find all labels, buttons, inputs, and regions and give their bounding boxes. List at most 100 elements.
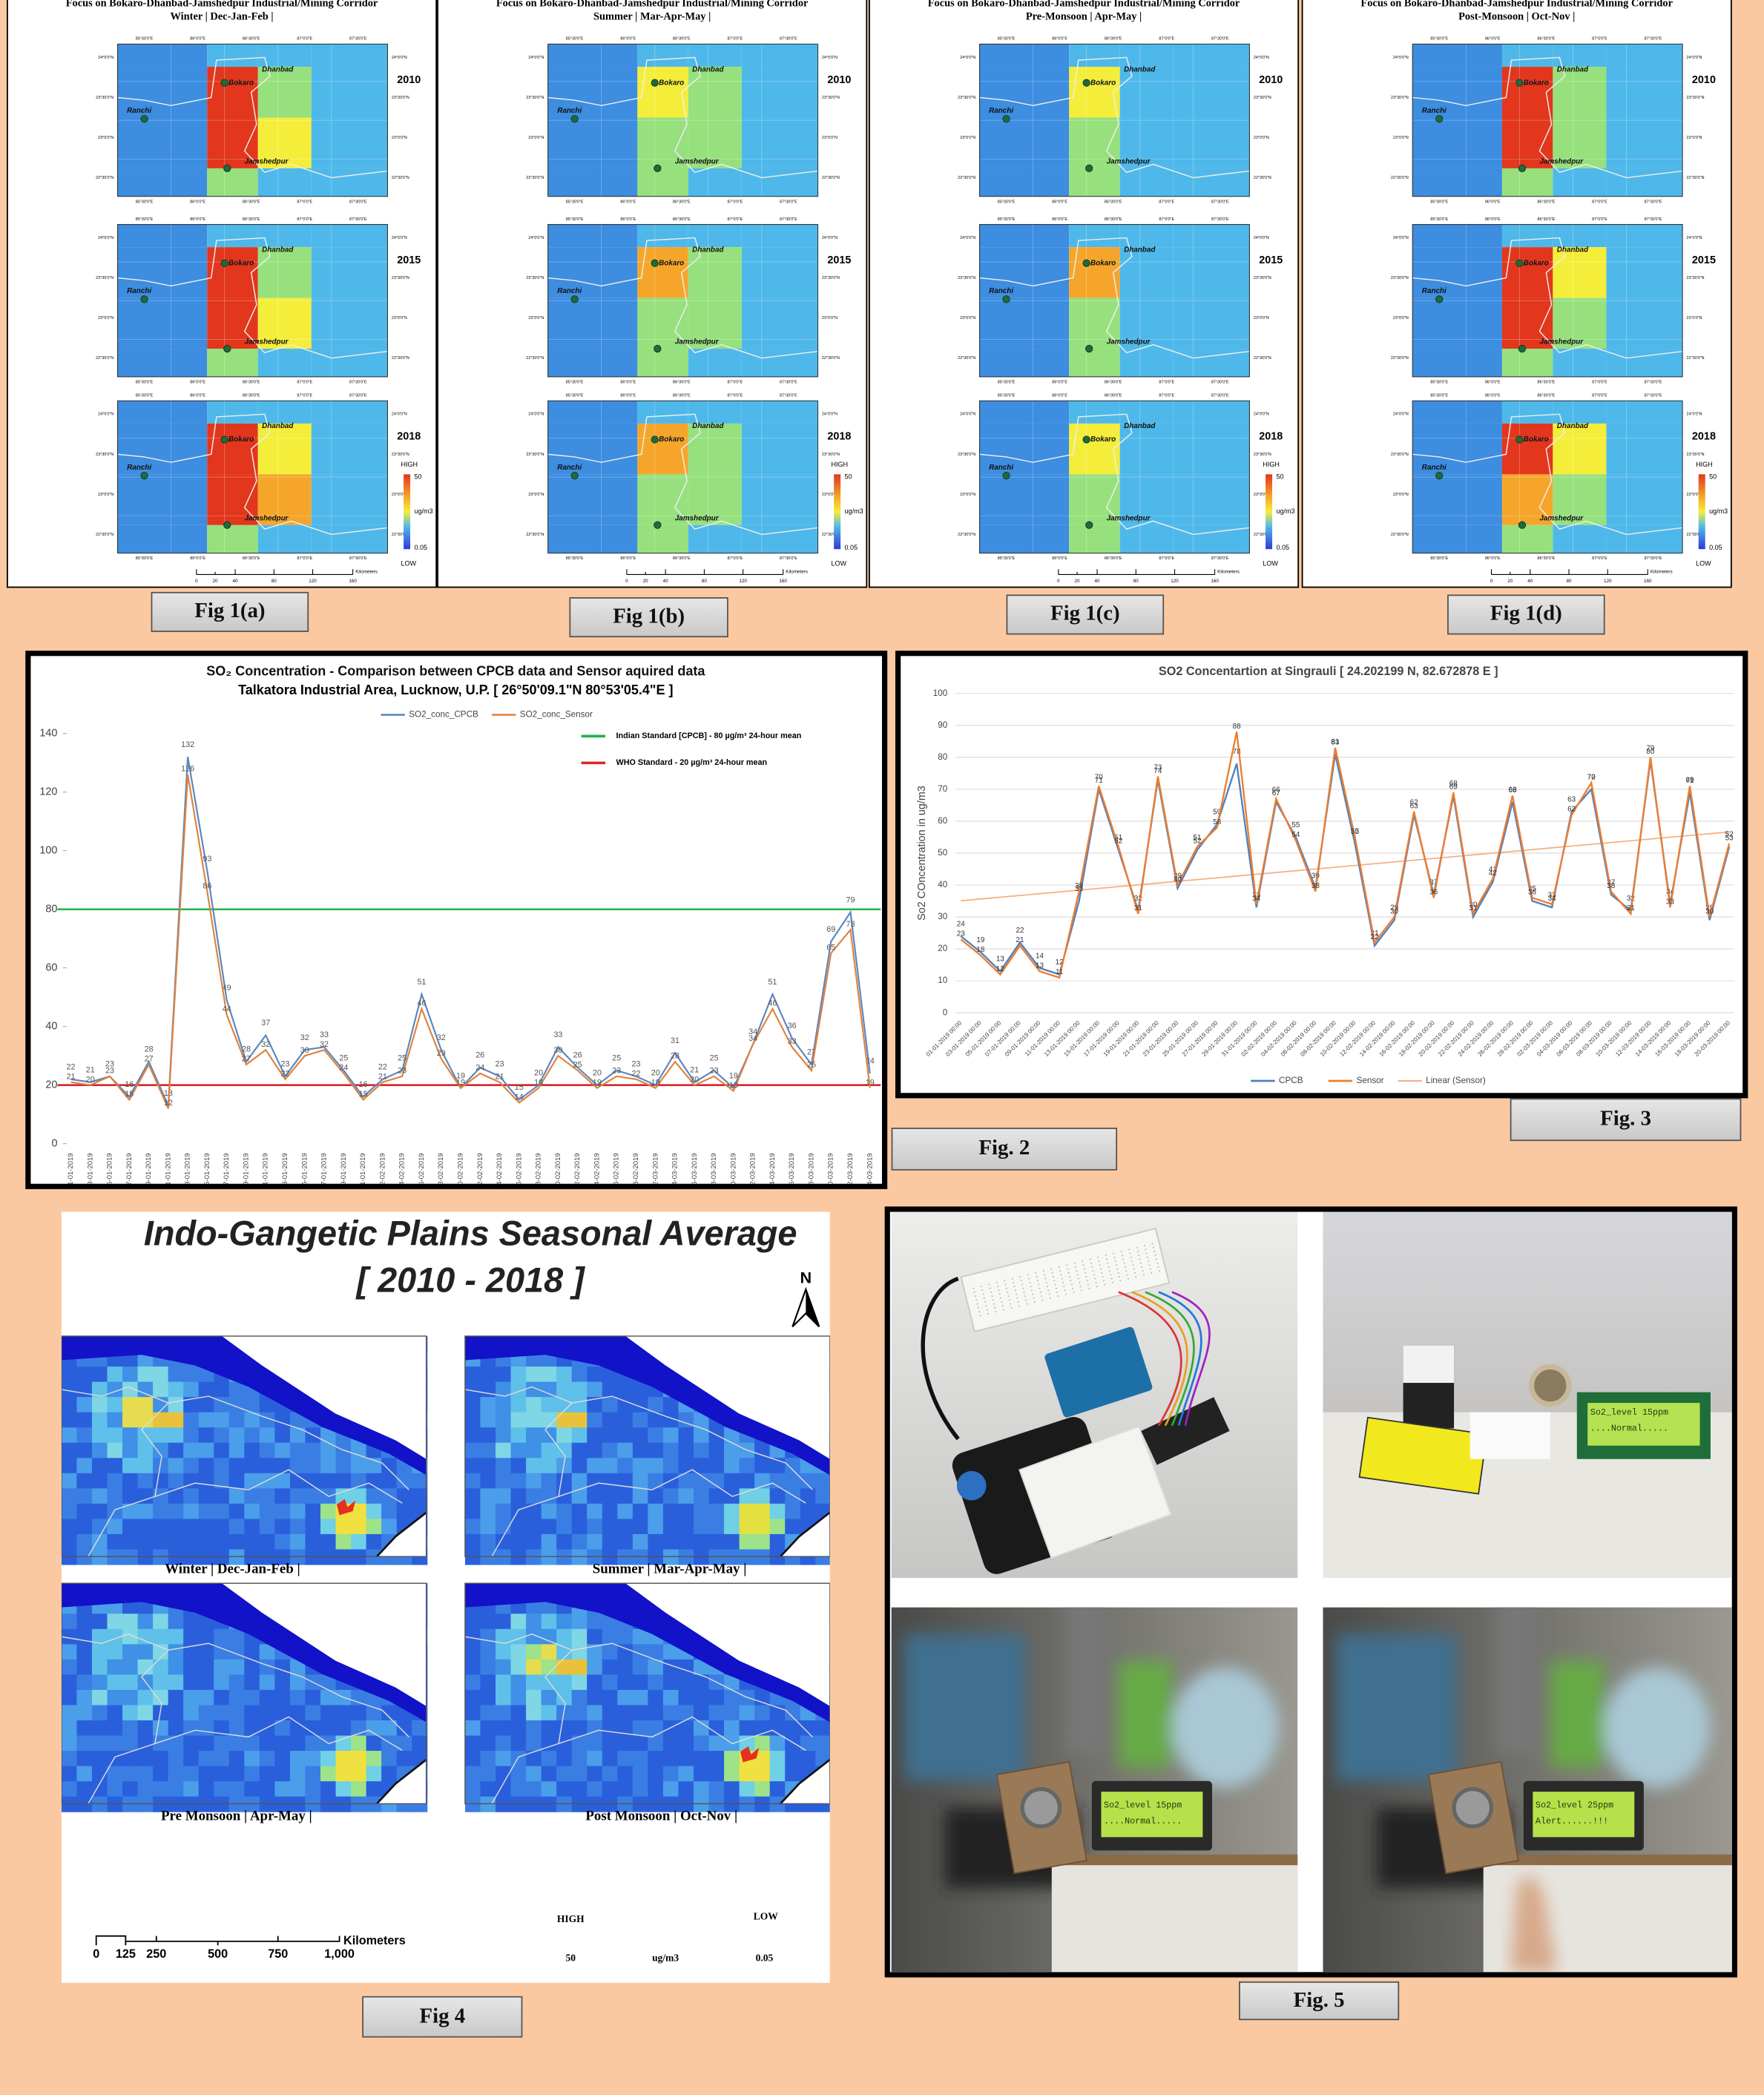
map-cell <box>61 1381 77 1398</box>
lon-label: 86°0'0"E <box>1485 381 1501 385</box>
state-boundary <box>1412 413 1683 536</box>
breadboard-holes <box>1097 1256 1106 1286</box>
map-cell <box>571 1549 588 1565</box>
map-cell <box>1606 474 1683 525</box>
year-label: 2010 <box>1259 74 1283 86</box>
lat-label: 23°30'0"N <box>1391 276 1409 280</box>
lon-label: 87°30'0"E <box>1645 394 1662 398</box>
map-cell <box>117 44 208 68</box>
map-cell <box>61 1781 77 1798</box>
map-cell <box>688 67 742 118</box>
map-cell <box>274 1659 291 1675</box>
breadboard-holes <box>1011 1277 1021 1307</box>
map-cell <box>526 1442 542 1458</box>
map-cell <box>381 1473 398 1489</box>
map-cell <box>214 1796 230 1812</box>
map-cell <box>526 1628 542 1645</box>
place-label: Dhanbad <box>692 65 724 73</box>
data-label: 28 <box>145 1045 154 1054</box>
map-cell <box>153 1549 169 1565</box>
map-cell <box>107 1720 123 1737</box>
map-cell <box>381 1766 398 1782</box>
x-tick-label: 24-02-2019 <box>593 1153 601 1183</box>
place-label: Ranchi <box>127 287 151 295</box>
state-boundary <box>61 1386 409 1490</box>
map-cell <box>214 1381 230 1398</box>
city-dot <box>654 164 662 173</box>
map-cell <box>289 1458 306 1474</box>
data-label: 25 <box>398 1054 407 1063</box>
map-cell <box>1606 67 1683 118</box>
map-cell <box>678 1503 694 1519</box>
scale-bar <box>626 569 784 575</box>
x-tick-label: 01-01-2019 <box>67 1153 75 1183</box>
state-boundary <box>547 237 818 359</box>
map-cell <box>214 1488 230 1504</box>
map-cell <box>137 1796 154 1812</box>
arduino <box>1044 1326 1153 1418</box>
lat-label: 24°0'0"N <box>1393 56 1409 60</box>
map-cell <box>107 1614 123 1630</box>
map-cell <box>76 1427 93 1444</box>
map-cell <box>800 1720 816 1737</box>
map-cell <box>602 1503 618 1519</box>
data-label: 38 <box>1312 882 1320 890</box>
map-cell <box>289 1659 306 1675</box>
lat-label: 24°0'0"N <box>528 56 544 60</box>
year-label: 2015 <box>1692 254 1716 266</box>
city-dot <box>1518 164 1527 173</box>
lat-label: 24°0'0"N <box>1254 56 1269 60</box>
map-cell <box>648 1689 664 1706</box>
lon-label: 86°0'0"E <box>620 381 636 385</box>
map-cell <box>153 1689 169 1706</box>
map-cell <box>91 1614 108 1630</box>
wire <box>1171 1291 1211 1426</box>
map-frame <box>116 400 388 554</box>
map-cell <box>61 1412 77 1428</box>
map-cell <box>366 1549 382 1565</box>
map-cell <box>351 1751 367 1767</box>
map-cell <box>724 1766 740 1782</box>
map-cell <box>153 1488 169 1504</box>
lat-label: 23°0'0"N <box>1687 136 1702 140</box>
map-cell <box>547 524 638 553</box>
map-cell <box>183 1689 200 1706</box>
lat-label: 23°0'0"N <box>392 136 407 140</box>
map-cell <box>335 1549 352 1565</box>
lon-label: 87°0'0"E <box>727 37 743 42</box>
data-label: 19 <box>593 1078 602 1087</box>
map-cell <box>274 1705 291 1721</box>
map-cell <box>117 168 208 197</box>
lon-label: 87°30'0"E <box>780 200 797 204</box>
map-cell <box>289 1705 306 1721</box>
map-cell <box>198 1381 214 1398</box>
city-dot <box>651 259 659 267</box>
map-cell <box>137 1366 154 1383</box>
map-cell <box>61 1659 77 1675</box>
map-cell <box>366 1796 382 1812</box>
map-cell <box>61 1442 77 1458</box>
x-tick-label: 20-03-2019 00:00 <box>1694 1019 1732 1058</box>
map-cell <box>678 1442 694 1458</box>
map-cell <box>122 1735 139 1752</box>
map-cell <box>587 1689 603 1706</box>
map-cell <box>547 44 638 68</box>
map-cell <box>244 1549 260 1565</box>
map-cell <box>526 1503 542 1519</box>
breadboard-holes <box>1019 1275 1028 1305</box>
lon-label: 86°0'0"E <box>190 394 205 398</box>
x-tick-label: 20-02-2019 <box>554 1153 562 1183</box>
map-cell <box>228 1381 245 1398</box>
map-cell <box>648 1442 664 1458</box>
scale-unit: Kilometers <box>343 1934 406 1947</box>
lcd-text: So2_level 25ppm <box>1536 1800 1613 1810</box>
lon-label: 87°30'0"E <box>780 556 797 561</box>
data-label: 23 <box>957 930 966 938</box>
map-cell <box>168 1549 184 1565</box>
map-cell <box>556 1533 573 1550</box>
lon-label: 85°30'0"E <box>998 37 1016 42</box>
lat-label: 22°30'0"N <box>96 533 113 537</box>
lon-label: 85°30'0"E <box>136 556 154 561</box>
map-cell <box>708 1766 725 1782</box>
